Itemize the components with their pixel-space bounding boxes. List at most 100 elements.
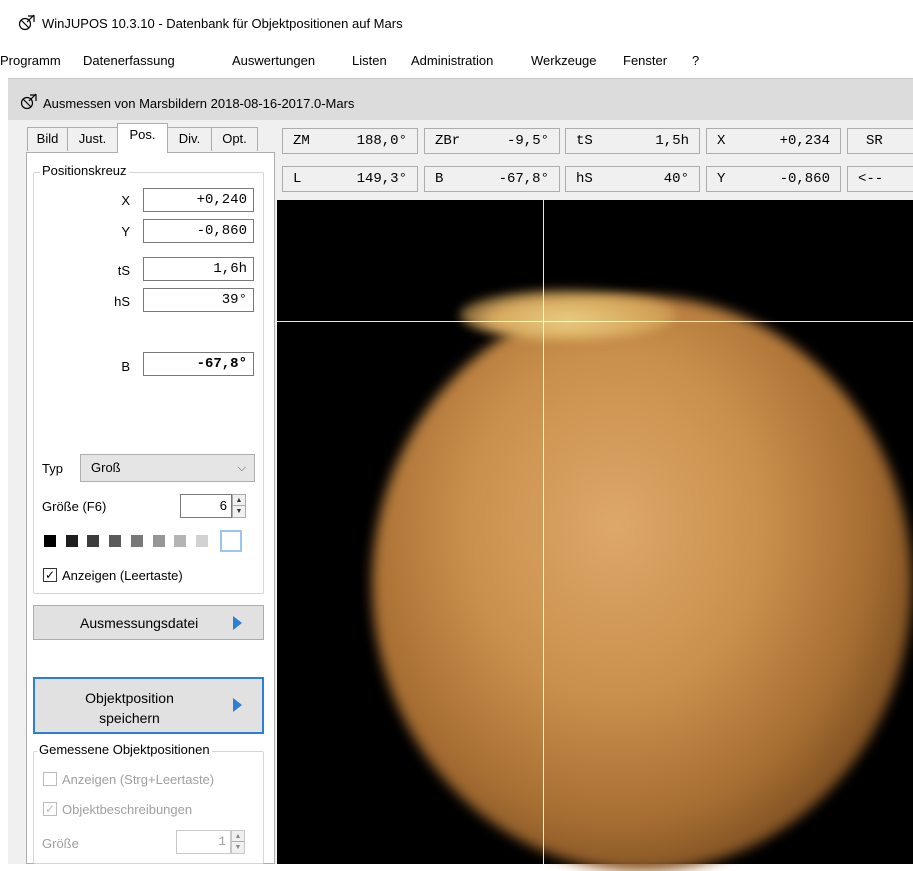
info-b: B -67,8° — [424, 166, 560, 192]
sr-button[interactable]: SR — [847, 128, 913, 154]
show-measured-checkbox[interactable] — [43, 772, 57, 786]
sr-label: SR — [866, 133, 883, 149]
measured-size-spinner[interactable]: ▲ ▼ — [231, 830, 245, 854]
info-zm: ZM 188,0° — [282, 128, 418, 154]
tab-just[interactable]: Just. — [67, 127, 118, 151]
color-swatch[interactable] — [44, 535, 56, 547]
left-edge — [0, 78, 8, 864]
measured-size-label: Größe — [42, 836, 79, 851]
menu-werkzeuge[interactable]: Werkzeuge — [531, 53, 597, 68]
size-input[interactable]: 6 — [180, 494, 232, 518]
menu-listen[interactable]: Listen — [352, 53, 387, 68]
satellite-dish-icon — [18, 14, 35, 31]
menu-programm[interactable]: Programm — [0, 53, 61, 68]
hs-label: hS — [114, 294, 130, 309]
color-swatch[interactable] — [174, 535, 186, 547]
info-b-value: -67,8° — [498, 171, 549, 187]
save-position-label-1: Objektposition — [85, 690, 174, 706]
color-swatch[interactable] — [87, 535, 99, 547]
info-b-key: B — [435, 171, 444, 187]
title-bar: WinJUPOS 10.3.10 - Datenbank für Objektp… — [0, 0, 913, 46]
show-measured-label: Anzeigen (Strg+Leertaste) — [62, 772, 215, 787]
info-ts: tS 1,5h — [565, 128, 700, 154]
info-x-key: X — [717, 133, 726, 149]
typ-label: Typ — [42, 461, 63, 476]
typ-select[interactable]: Groß ⌵ — [80, 454, 255, 482]
color-swatch-selected[interactable] — [220, 530, 242, 552]
x-field[interactable]: +0,240 — [143, 188, 254, 212]
measured-size-input[interactable]: 1 — [176, 830, 231, 854]
hs-field[interactable]: 39° — [143, 288, 254, 312]
info-zbr: ZBr -9,5° — [424, 128, 560, 154]
menu-datenerfassung[interactable]: Datenerfassung — [83, 53, 175, 68]
menu-auswertungen[interactable]: Auswertungen — [232, 53, 316, 68]
color-swatch[interactable] — [196, 535, 208, 547]
menu-administration[interactable]: Administration — [411, 53, 494, 68]
menu-help[interactable]: ? — [692, 53, 700, 68]
menu-fenster[interactable]: Fenster — [623, 53, 668, 68]
gemessene-label: Gemessene Objektpositionen — [37, 742, 212, 757]
size-spinner[interactable]: ▲ ▼ — [232, 494, 246, 518]
back-label: <-- — [858, 171, 884, 187]
play-arrow-icon — [233, 698, 242, 712]
polar-cap-image — [460, 290, 675, 340]
info-x: X +0,234 — [706, 128, 841, 154]
tab-opt[interactable]: Opt. — [211, 127, 258, 151]
show-label: Anzeigen (Leertaste) — [62, 568, 183, 583]
positionskreuz-group — [33, 172, 264, 594]
color-swatch[interactable] — [153, 535, 165, 547]
positionskreuz-label: Positionskreuz — [40, 163, 129, 178]
b-field[interactable]: -67,8° — [143, 352, 254, 376]
descriptions-checkbox[interactable]: ✓ — [43, 802, 57, 816]
info-y-key: Y — [717, 171, 726, 187]
info-zbr-key: ZBr — [435, 133, 461, 149]
subwindow-title-bar: Ausmessen von Marsbildern 2018-08-16-201… — [8, 78, 913, 120]
mars-planet-image — [372, 296, 912, 871]
back-button[interactable]: <-- — [847, 166, 913, 192]
info-ts-value: 1,5h — [655, 133, 689, 149]
descriptions-label: Objektbeschreibungen — [62, 802, 193, 817]
spin-down-icon[interactable]: ▼ — [234, 844, 242, 851]
ausmessungsdatei-button[interactable]: Ausmessungsdatei — [33, 605, 264, 640]
x-label: X — [121, 193, 130, 208]
color-swatch[interactable] — [131, 535, 143, 547]
window-title: WinJUPOS 10.3.10 - Datenbank für Objektp… — [42, 16, 403, 31]
subwindow-title: Ausmessen von Marsbildern 2018-08-16-201… — [43, 96, 355, 111]
info-hs: hS 40° — [565, 166, 700, 192]
satellite-dish-icon — [20, 93, 37, 110]
tab-bild[interactable]: Bild — [27, 127, 68, 151]
color-swatch[interactable] — [66, 535, 78, 547]
spin-up-icon[interactable]: ▲ — [232, 831, 244, 842]
info-y: Y -0,860 — [706, 166, 841, 192]
info-hs-key: hS — [576, 171, 593, 187]
info-ts-key: tS — [576, 133, 593, 149]
play-arrow-icon — [233, 616, 242, 630]
color-swatch[interactable] — [109, 535, 121, 547]
typ-value: Groß — [91, 460, 121, 475]
b-label: B — [121, 359, 130, 374]
chevron-down-icon: ⌵ — [237, 462, 246, 474]
crosshair-vertical[interactable] — [543, 200, 544, 864]
size-label: Größe (F6) — [42, 499, 107, 514]
show-checkbox[interactable]: ✓ — [43, 568, 57, 582]
ts-label: tS — [117, 263, 130, 278]
ts-field[interactable]: 1,6h — [143, 257, 254, 281]
info-l-key: L — [293, 171, 302, 187]
info-l-value: 149,3° — [356, 171, 407, 187]
info-hs-value: 40° — [663, 171, 689, 187]
ausmessungsdatei-label: Ausmessungsdatei — [80, 615, 199, 631]
info-y-value: -0,860 — [779, 171, 830, 187]
y-field[interactable]: -0,860 — [143, 219, 254, 243]
menu-bar: Programm Datenerfassung Auswertungen Lis… — [0, 46, 913, 76]
info-zm-value: 188,0° — [356, 133, 407, 149]
crosshair-horizontal[interactable] — [277, 321, 913, 322]
info-zm-key: ZM — [293, 133, 310, 149]
save-position-button[interactable]: Objektposition speichern — [33, 677, 264, 734]
save-position-label-2: speichern — [99, 710, 160, 726]
tab-div[interactable]: Div. — [167, 127, 212, 151]
info-x-value: +0,234 — [779, 133, 830, 149]
spin-up-icon[interactable]: ▲ — [233, 495, 245, 506]
info-l: L 149,3° — [282, 166, 418, 192]
spin-down-icon[interactable]: ▼ — [235, 508, 243, 515]
tab-pos[interactable]: Pos. — [117, 123, 168, 153]
